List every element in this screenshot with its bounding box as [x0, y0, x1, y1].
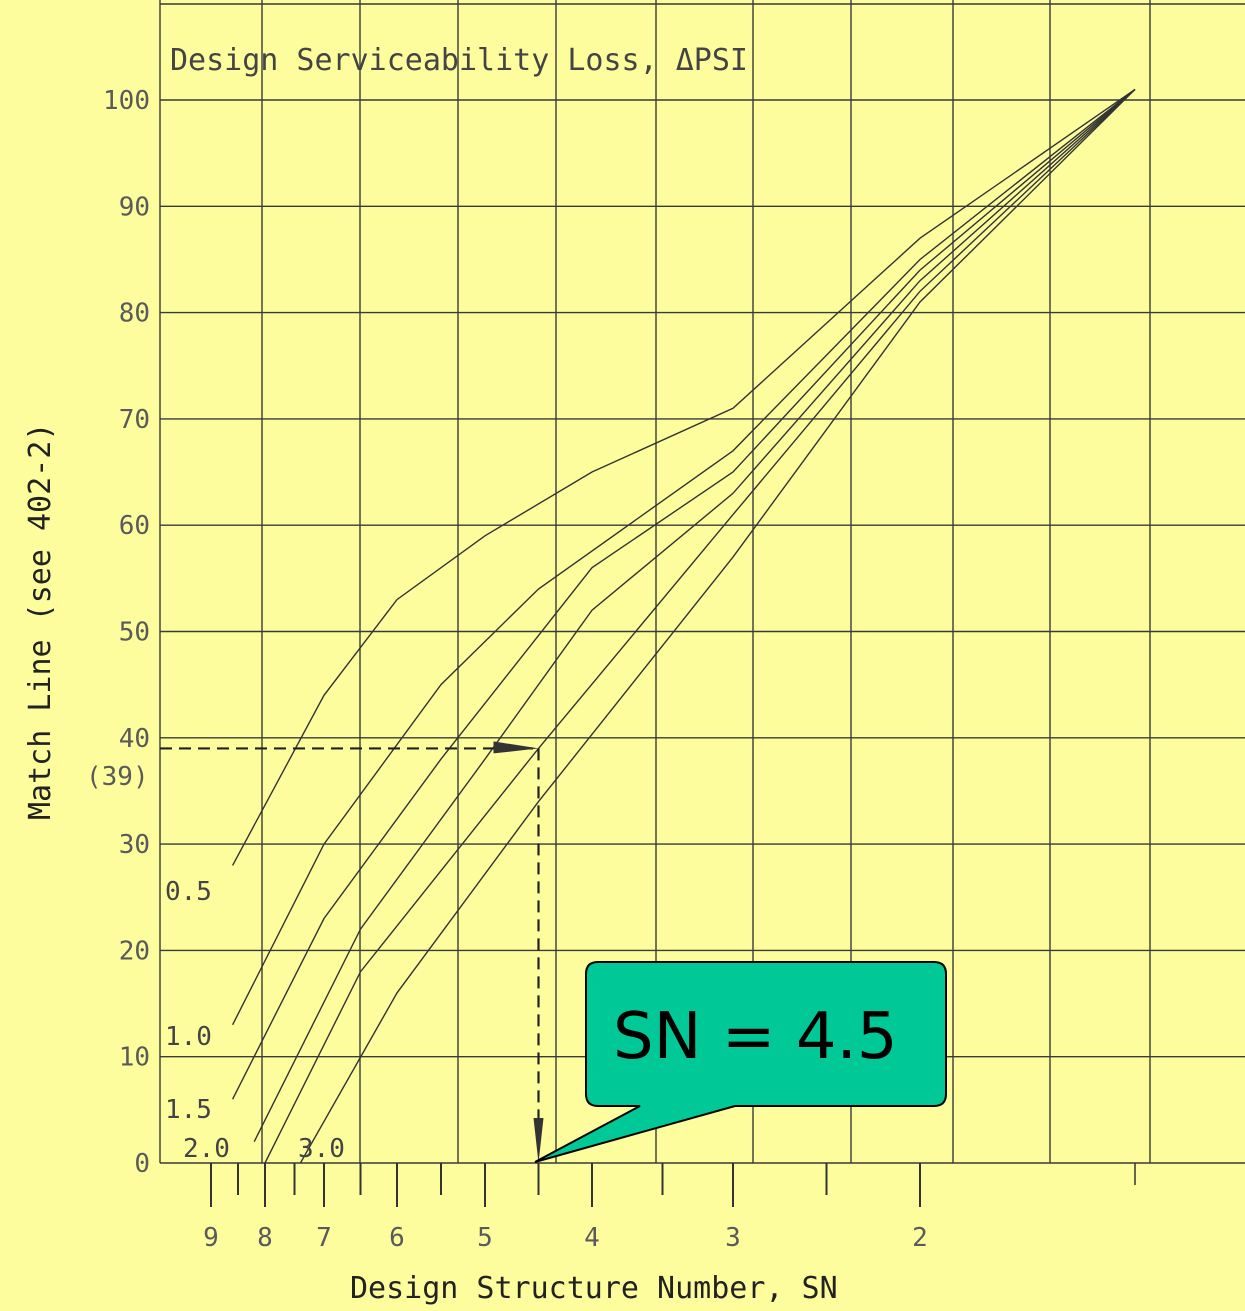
series-curve-3.0 [299, 88, 1136, 1164]
series-curves [231, 88, 1136, 1164]
series-curve-1.0 [231, 88, 1136, 1026]
y-tick-label-20: 20 [119, 936, 150, 966]
x-tick-label-9: 9 [203, 1223, 219, 1253]
guide-arrow-right [493, 741, 539, 754]
series-label-2.0: 2.0 [183, 1134, 230, 1164]
y-tick-label-60: 60 [119, 511, 150, 541]
series-curve-1.5 [231, 88, 1136, 1100]
guide-arrow-down [533, 1118, 544, 1163]
callout: SN = 4.5 [534, 961, 947, 1163]
x-axis-ticks: 9 8 7 6 5 4 3 2 [203, 1163, 1136, 1253]
series-labels: 0.5 1.0 1.5 2.0 3.0 [165, 877, 345, 1164]
x-tick-label-8: 8 [257, 1223, 273, 1253]
y-tick-label-50: 50 [119, 618, 150, 648]
chart-title: Design Serviceability Loss, ΔPSI [170, 43, 748, 78]
y-tick-label-40: 40 [119, 724, 150, 754]
series-curve-2.0 [253, 88, 1136, 1143]
series-curve-unlabeled [264, 88, 1136, 1164]
y-tick-label-70: 70 [119, 405, 150, 435]
guide-lines [160, 741, 544, 1163]
series-curve-0.5 [231, 88, 1136, 866]
y-label-39: (39) [86, 762, 149, 792]
y-axis-ticks: 0 10 20 30 40 50 60 70 80 90 100 [103, 86, 150, 1179]
y-tick-label-10: 10 [119, 1043, 150, 1073]
callout-text: SN = 4.5 [613, 1000, 898, 1074]
series-label-3.0: 3.0 [298, 1134, 345, 1164]
y-tick-label-0: 0 [134, 1149, 150, 1179]
x-axis-title: Design Structure Number, SN [350, 1271, 838, 1306]
series-label-1.5: 1.5 [165, 1095, 212, 1125]
series-label-1.0: 1.0 [165, 1022, 212, 1052]
x-tick-label-6: 6 [389, 1223, 405, 1253]
y-tick-label-30: 30 [119, 830, 150, 860]
y-tick-label-90: 90 [119, 192, 150, 222]
callout-bubble [534, 961, 947, 1163]
y-tick-label-100: 100 [103, 86, 150, 116]
x-tick-label-4: 4 [584, 1223, 600, 1253]
x-tick-label-2: 2 [912, 1223, 928, 1253]
series-label-0.5: 0.5 [165, 877, 212, 907]
x-tick-label-5: 5 [477, 1223, 493, 1253]
x-tick-label-7: 7 [316, 1223, 332, 1253]
y-axis-title: Match Line (see 402-2) [23, 423, 58, 820]
x-tick-label-3: 3 [725, 1223, 741, 1253]
y-tick-label-80: 80 [119, 299, 150, 329]
